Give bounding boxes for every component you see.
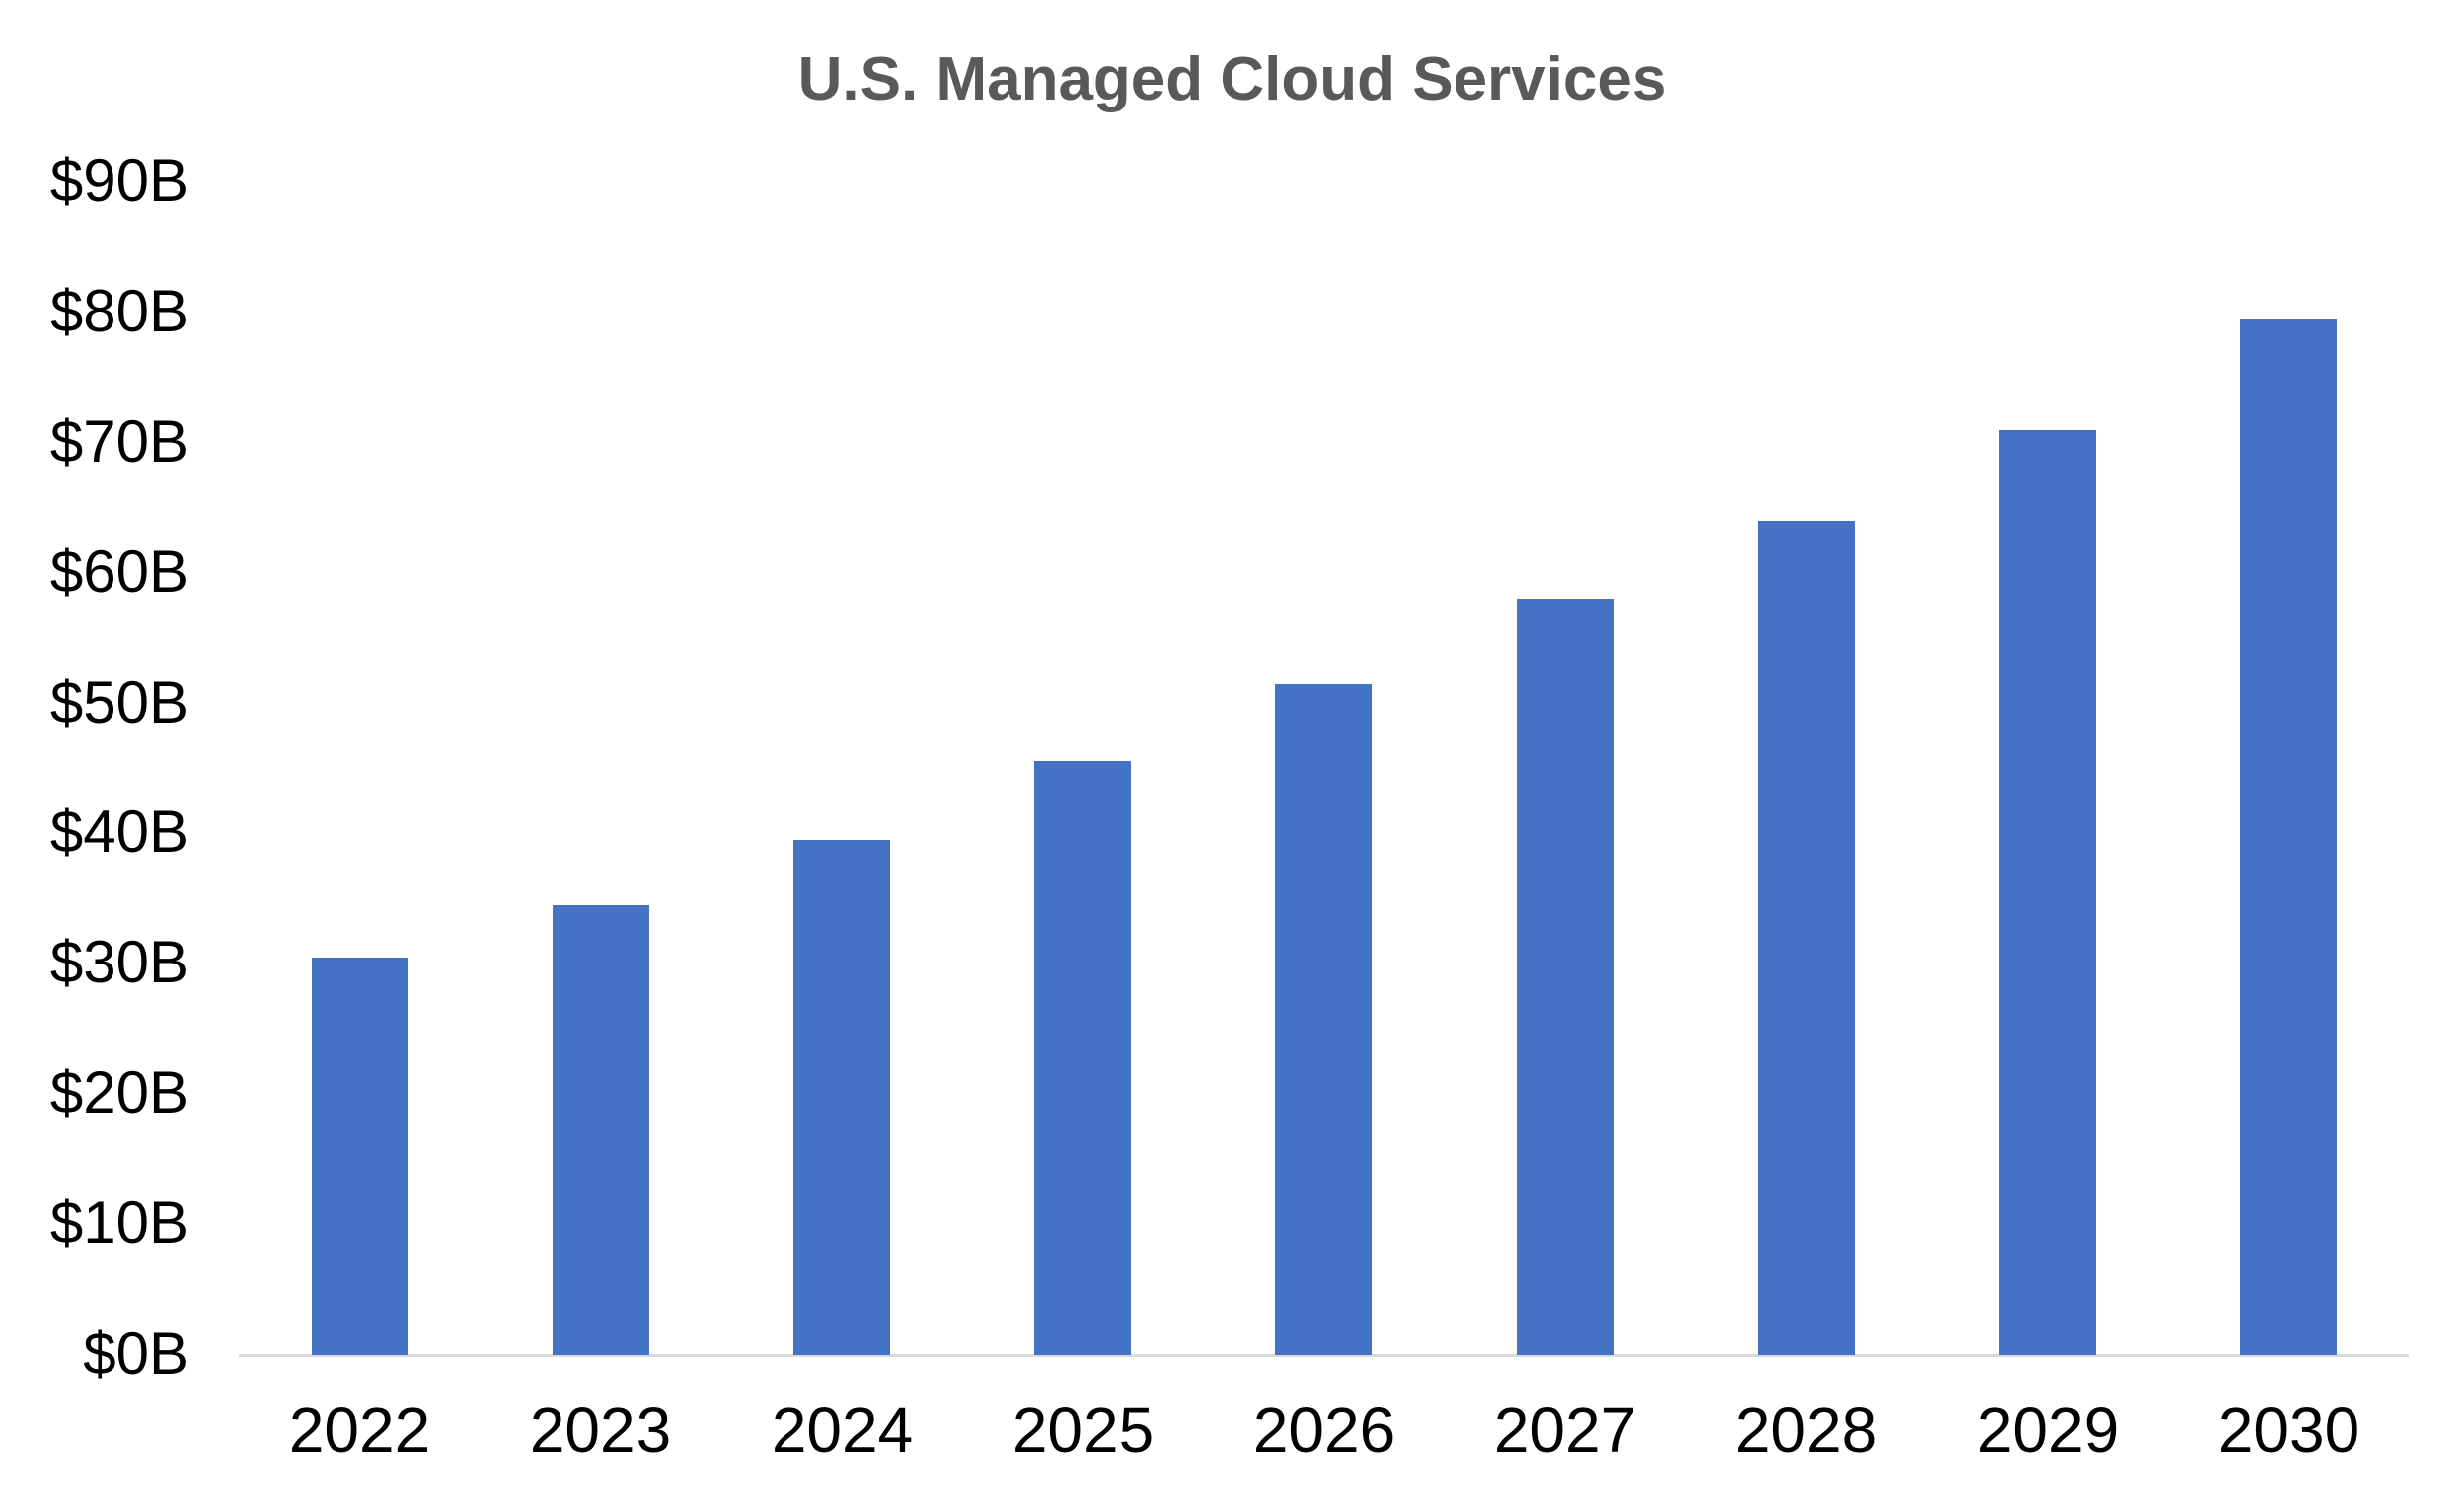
bar-2022 xyxy=(312,958,408,1355)
y-axis-tick-label: $50B xyxy=(49,668,189,736)
bar-2028 xyxy=(1758,521,1855,1355)
x-axis-line xyxy=(239,1354,2409,1357)
bar-2024 xyxy=(793,840,890,1355)
x-axis-label: 2025 xyxy=(1011,1394,1155,1466)
x-axis-label: 2026 xyxy=(1252,1394,1396,1466)
x-axis-label: 2024 xyxy=(771,1394,914,1466)
chart-title: U.S. Managed Cloud Services xyxy=(797,45,1667,113)
x-axis-label: 2023 xyxy=(529,1394,672,1466)
x-axis-label: 2028 xyxy=(1734,1394,1878,1466)
bar-2030 xyxy=(2240,319,2337,1355)
bar-2026 xyxy=(1275,684,1372,1355)
x-axis-label: 2027 xyxy=(1493,1394,1637,1466)
x-axis-label: 2022 xyxy=(288,1394,431,1466)
y-axis-tick-label: $60B xyxy=(49,537,189,605)
bar-2023 xyxy=(553,905,649,1355)
y-axis-tick-label: $90B xyxy=(49,146,189,214)
y-axis-tick-label: $80B xyxy=(49,277,189,344)
x-axis-label: 2030 xyxy=(2217,1394,2360,1466)
y-axis-tick-label: $30B xyxy=(49,929,189,996)
bar-2027 xyxy=(1517,599,1614,1355)
y-axis-tick-label: $0B xyxy=(83,1320,189,1387)
y-axis-tick-label: $20B xyxy=(49,1059,189,1127)
y-axis-tick-label: $10B xyxy=(49,1189,189,1257)
bar-2029 xyxy=(1999,430,2096,1355)
x-axis-label: 2029 xyxy=(1976,1394,2120,1466)
y-axis-tick-label: $70B xyxy=(49,407,189,475)
y-axis-tick-label: $40B xyxy=(49,798,189,866)
bar-2025 xyxy=(1034,761,1131,1355)
